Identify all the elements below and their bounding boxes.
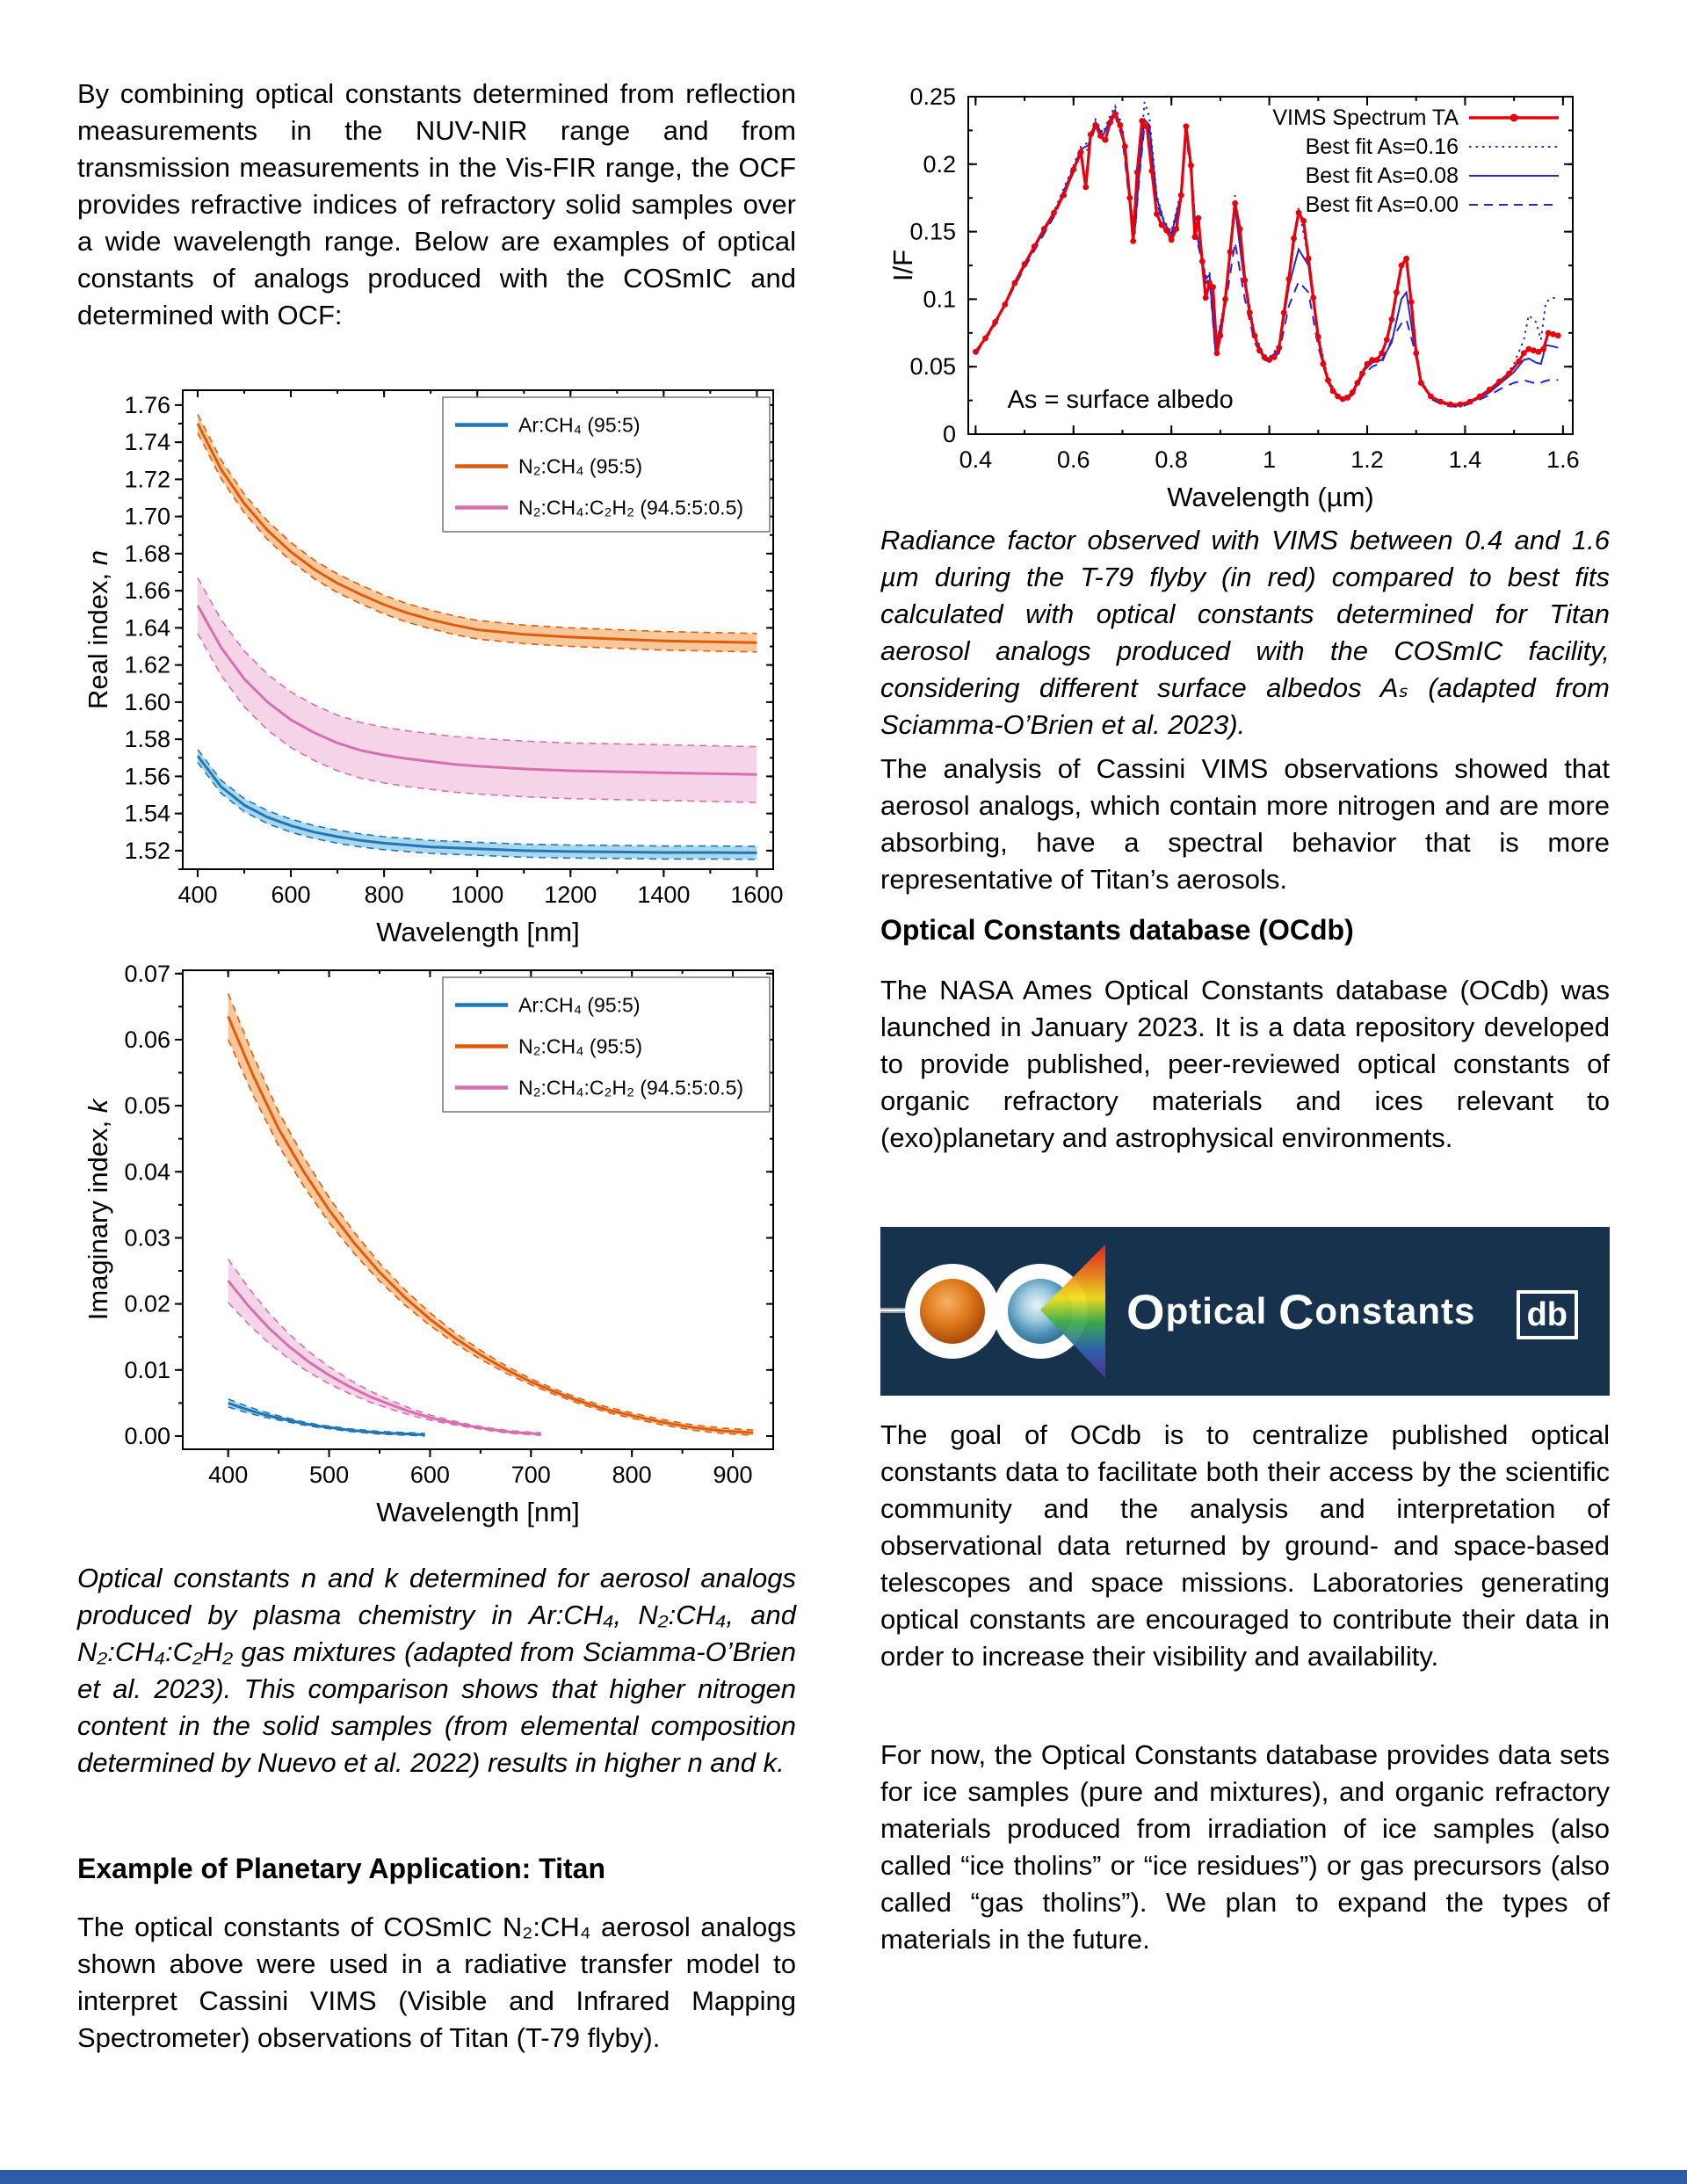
svg-text:1000: 1000 [451,882,503,908]
svg-text:0.8: 0.8 [1155,446,1188,473]
svg-text:0.6: 0.6 [1057,446,1090,473]
brand-letter-c: C [1278,1283,1315,1339]
svg-text:N₂:CH₄ (95:5): N₂:CH₄ (95:5) [518,455,642,478]
svg-text:600: 600 [410,1462,450,1488]
svg-text:0.25: 0.25 [909,83,956,110]
svg-text:1.52: 1.52 [124,838,170,864]
svg-text:1.66: 1.66 [124,577,170,604]
svg-text:VIMS Spectrum TA: VIMS Spectrum TA [1272,105,1459,130]
svg-text:As = surface albedo: As = surface albedo [1008,386,1234,414]
svg-text:1.74: 1.74 [124,429,170,455]
vims-chart-caption: Radiance factor observed with VIMS betwe… [880,525,1610,740]
svg-text:0.02: 0.02 [124,1291,170,1317]
svg-text:1.76: 1.76 [124,392,170,418]
footer-bar [0,2170,1687,2184]
svg-text:1.64: 1.64 [124,614,170,641]
svg-text:1.56: 1.56 [124,763,170,789]
logo-ring-o [905,1264,1000,1359]
svg-text:1.70: 1.70 [124,504,170,530]
svg-text:N₂:CH₄ (95:5): N₂:CH₄ (95:5) [518,1035,642,1058]
svg-text:1.58: 1.58 [124,726,170,752]
goal-paragraph: The goal of OCdb is to centralize publis… [880,1419,1610,1672]
svg-text:1200: 1200 [544,882,597,908]
svg-text:Best fit As=0.16: Best fit As=0.16 [1306,134,1459,159]
fornow-paragraph: For now, the Optical Constants database … [880,1739,1610,1955]
svg-text:Best fit As=0.00: Best fit As=0.00 [1306,192,1459,217]
svg-text:700: 700 [511,1462,551,1488]
ocdb-paragraph: The NASA Ames Optical Constants database… [880,975,1610,1153]
svg-text:1.68: 1.68 [124,541,170,567]
vims-spectrum-chart: 0.4 0.6 0.8 1 1.2 1.4 1.6 0 0.05 0.1 0.15 0.2 0.25 Wa… [880,76,1610,522]
svg-text:1.6: 1.6 [1546,446,1580,473]
svg-text:1.72: 1.72 [124,466,170,492]
svg-text:1.60: 1.60 [124,689,170,715]
brand-ptical: ptical [1165,1290,1278,1331]
svg-text:1.54: 1.54 [124,801,170,827]
svg-text:0.05: 0.05 [909,353,956,380]
svg-text:0.01: 0.01 [124,1357,170,1383]
svg-text:Ar:CH₄ (95:5): Ar:CH₄ (95:5) [518,414,640,437]
svg-text:I/F: I/F [887,250,918,281]
imaginary-index-chart: 400 500 600 700 800 900 0.00 0.01 0.02 0.03 0.04 0.… [77,956,796,1532]
titan-section-heading: Example of Planetary Application: Titan [77,1853,606,1884]
svg-text:Imaginary index, k: Imaginary index, k [83,1098,113,1320]
svg-text:0.00: 0.00 [124,1423,170,1449]
svg-text:0.1: 0.1 [923,286,956,312]
svg-text:1400: 1400 [637,882,690,908]
brand-onstants: onstants [1314,1290,1476,1331]
db-badge: db [1516,1290,1578,1339]
svg-text:Wavelength [nm]: Wavelength [nm] [376,917,579,947]
svg-text:500: 500 [309,1462,349,1488]
svg-text:900: 900 [713,1462,753,1488]
svg-text:Real index, n: Real index, n [83,550,113,709]
svg-text:800: 800 [365,882,404,908]
svg-text:400: 400 [177,882,217,908]
svg-text:0.2: 0.2 [923,151,956,178]
svg-text:Best fit As=0.08: Best fit As=0.08 [1306,163,1459,188]
svg-text:0.4: 0.4 [959,446,993,473]
svg-text:N₂:CH₄:C₂H₂ (94.5:5:0.5): N₂:CH₄:C₂H₂ (94.5:5:0.5) [518,1077,743,1099]
svg-text:0.05: 0.05 [124,1092,170,1119]
nk-chart-caption: Optical constants n and k determined for… [77,1563,796,1778]
svg-text:N₂:CH₄:C₂H₂ (94.5:5:0.5): N₂:CH₄:C₂H₂ (94.5:5:0.5) [518,497,743,519]
svg-text:0.15: 0.15 [909,219,956,245]
brand-letter-o: O [1126,1283,1166,1339]
intro-paragraph: By combining optical constants determine… [77,78,796,330]
titan-planet-icon [920,1279,985,1344]
svg-text:1.2: 1.2 [1350,446,1384,473]
titan-paragraph: The optical constants of COSmIC N₂:CH₄ a… [77,1912,796,2053]
svg-text:1600: 1600 [730,882,783,908]
svg-text:800: 800 [612,1462,652,1488]
svg-text:400: 400 [208,1462,248,1488]
analysis-paragraph: The analysis of Cassini VIMS observation… [880,753,1610,895]
svg-text:1.4: 1.4 [1449,446,1482,473]
svg-text:0.06: 0.06 [124,1027,170,1053]
svg-text:Wavelength (µm): Wavelength (µm) [1167,482,1374,512]
svg-text:0.04: 0.04 [124,1158,170,1185]
svg-text:0: 0 [943,421,956,447]
real-index-chart: 400 600 800 1000 1200 1400 1600 1.52 1.54 1.56 1.5… [77,378,796,954]
svg-text:0.07: 0.07 [124,961,170,987]
svg-text:1: 1 [1263,446,1276,473]
svg-text:Ar:CH₄ (95:5): Ar:CH₄ (95:5) [518,994,640,1017]
svg-text:1.62: 1.62 [124,652,170,678]
svg-text:Wavelength [nm]: Wavelength [nm] [376,1497,579,1527]
svg-text:0.03: 0.03 [124,1224,170,1251]
ocdb-section-heading: Optical Constants database (OCdb) [880,914,1354,946]
svg-text:600: 600 [272,882,311,908]
